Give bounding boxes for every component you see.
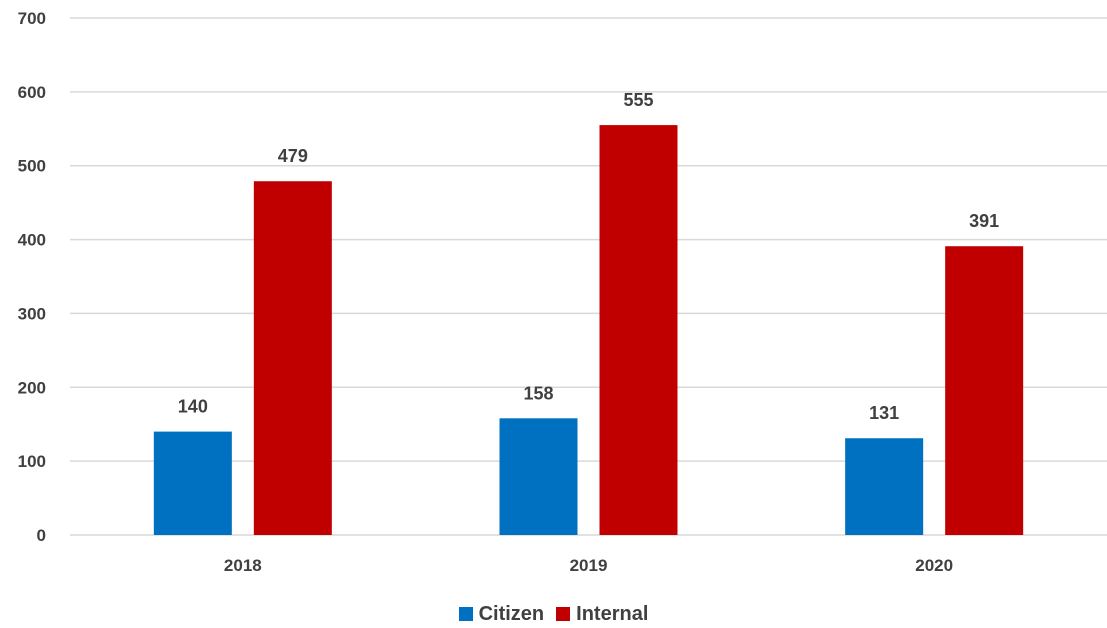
bar-citizen-2018 xyxy=(153,431,232,535)
data-label-citizen-2020: 131 xyxy=(869,403,899,423)
y-tick-label: 200 xyxy=(18,378,46,397)
data-label-citizen-2018: 140 xyxy=(178,397,208,417)
y-tick-label: 400 xyxy=(18,231,46,250)
data-label-internal-2020: 391 xyxy=(969,211,999,231)
legend-label-internal: Internal xyxy=(576,602,649,625)
x-tick-label-2020: 2020 xyxy=(915,556,953,575)
bar-internal-2020 xyxy=(945,246,1024,535)
bar-citizen-2019 xyxy=(499,418,578,535)
y-tick-label: 0 xyxy=(37,526,46,545)
y-tick-label: 500 xyxy=(18,157,46,176)
legend-swatch-citizen xyxy=(458,607,473,621)
data-label-internal-2019: 555 xyxy=(623,90,653,110)
legend-item-internal: Internal xyxy=(556,603,648,626)
x-axis-ticks: 2018 2019 2020 xyxy=(224,556,953,575)
bar-internal-2019 xyxy=(599,125,678,535)
y-tick-label: 700 xyxy=(18,9,46,28)
x-tick-label-2019: 2019 xyxy=(570,556,608,575)
legend-item-citizen: Citizen xyxy=(458,602,545,626)
bars xyxy=(153,125,1024,535)
gridlines xyxy=(70,17,1107,536)
legend-label-citizen: Citizen xyxy=(478,602,545,625)
chart-plot: 0 100 200 300 400 500 600 700 140 479 158 555 131 39… xyxy=(18,9,1107,575)
data-label-citizen-2019: 158 xyxy=(523,383,553,403)
legend: Citizen Internal xyxy=(0,600,1107,628)
bar-citizen-2020 xyxy=(845,438,924,535)
bar-internal-2018 xyxy=(253,181,332,535)
data-label-internal-2018: 479 xyxy=(278,146,308,166)
y-axis-ticks: 0 100 200 300 400 500 600 700 xyxy=(18,9,46,545)
y-tick-label: 100 xyxy=(18,452,46,471)
x-tick-label-2018: 2018 xyxy=(224,556,262,575)
y-tick-label: 300 xyxy=(18,304,46,323)
data-labels: 140 479 158 555 131 391 xyxy=(178,90,999,423)
legend-swatch-internal xyxy=(556,607,571,621)
y-tick-label: 600 xyxy=(18,83,46,102)
